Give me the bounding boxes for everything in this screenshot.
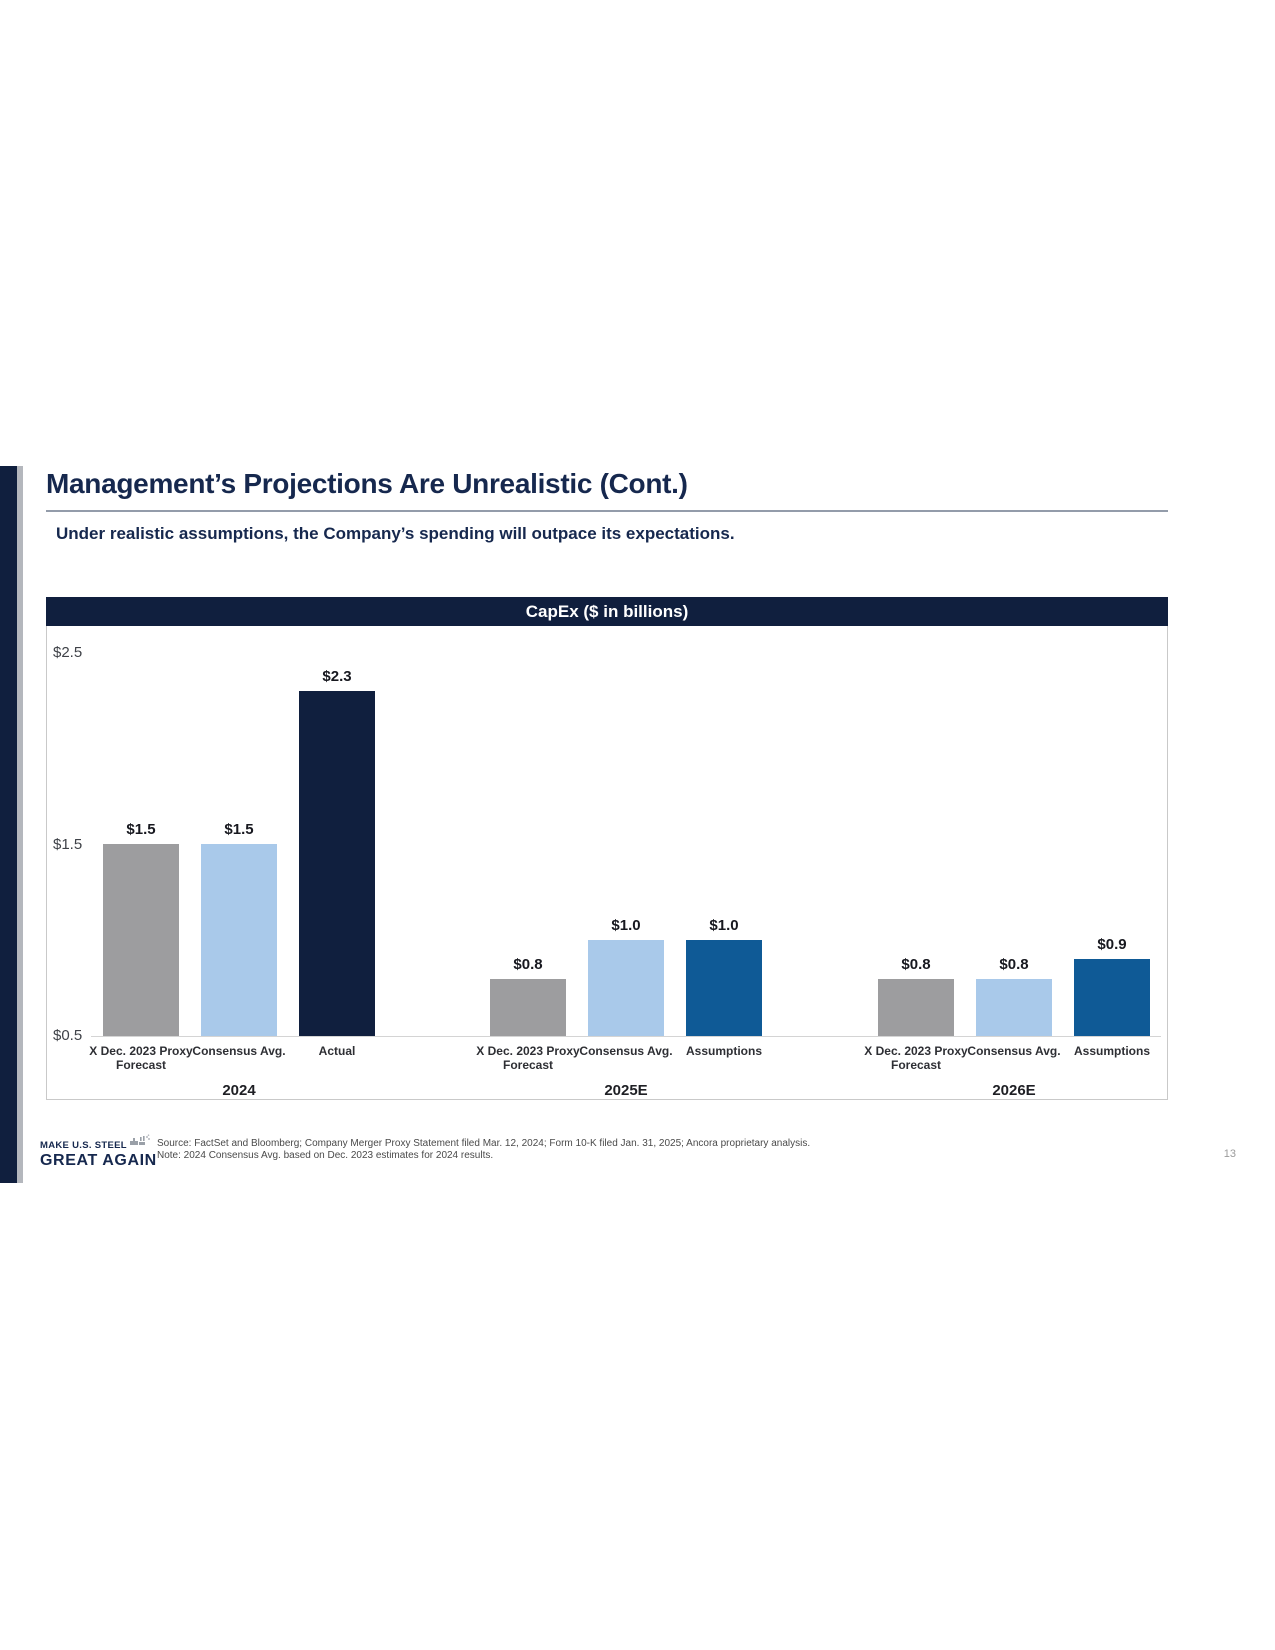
slide-subtitle: Under realistic assumptions, the Company… (56, 524, 735, 543)
bar-category-label: Consensus Avg. (579, 1044, 673, 1058)
bar-value-label: $0.8 (999, 956, 1029, 973)
chart-title: CapEx ($ in billions) (46, 597, 1168, 626)
capex-chart: CapEx ($ in billions) $2.5 $1.5 $0.5 $1.5 X … (46, 597, 1168, 1100)
bar-value-label: $0.8 (901, 956, 931, 973)
chart-bar (686, 940, 762, 1036)
y-axis-tick-label: $1.5 (53, 835, 83, 853)
chart-bar (976, 979, 1052, 1036)
steel-mill-icon (129, 1133, 151, 1151)
bar-value-label: $2.3 (322, 668, 352, 685)
x-axis-baseline (91, 1036, 1161, 1037)
bar-value-label: $1.0 (709, 917, 739, 934)
bar-value-label: $1.5 (224, 821, 254, 838)
y-axis-tick-label: $2.5 (53, 644, 83, 661)
bar-value-label: $0.8 (513, 956, 543, 973)
bar-category-label: Actual (318, 1044, 356, 1058)
logo-text-bottom: GREAT AGAIN (40, 1152, 157, 1169)
chart-plot: $2.5 $1.5 $0.5 $1.5 X Dec. 2023 Proxy Foreca… (47, 626, 1167, 1099)
chart-bar (1074, 959, 1150, 1036)
left-accent-bar (0, 466, 17, 1183)
page-title: Management’s Projections Are Unrealistic… (46, 468, 688, 499)
source-line-1: Source: FactSet and Bloomberg; Company M… (157, 1138, 811, 1149)
bar-category-label: X Dec. 2023 Proxy Forecast (89, 1044, 193, 1072)
source-line-2: Note: 2024 Consensus Avg. based on Dec. … (157, 1150, 494, 1161)
bar-value-label: $1.5 (126, 821, 156, 838)
bar-category-label: Consensus Avg. (967, 1044, 1061, 1058)
group-label: 2024 (222, 1082, 256, 1099)
title-divider (46, 510, 1168, 512)
page-number: 13 (1223, 1148, 1236, 1160)
bar-category-label: Assumptions (685, 1044, 762, 1058)
bar-category-label: X Dec. 2023 Proxy Forecast (864, 1044, 968, 1072)
logo-text-top: MAKE U.S. STEEL (40, 1140, 127, 1151)
ancora-campaign-logo: MAKE U.S. STEEL GREAT AGAIN (40, 1133, 160, 1170)
left-accent-bar-shadow (17, 466, 23, 1183)
bar-value-label: $0.9 (1097, 936, 1127, 953)
y-axis-tick-label: $0.5 (53, 1027, 83, 1044)
group-label: 2025E (604, 1082, 648, 1099)
bar-category-label: X Dec. 2023 Proxy Forecast (476, 1044, 580, 1072)
group-label: 2026E (992, 1082, 1036, 1099)
source-note: Source: FactSet and Bloomberg; Company M… (157, 1138, 957, 1162)
bar-value-label: $1.0 (611, 917, 641, 934)
chart-bar (878, 979, 954, 1036)
slide: Management’s Projections Are Unrealistic… (0, 466, 1275, 1183)
chart-bar (201, 844, 277, 1036)
chart-bar (103, 844, 179, 1036)
chart-bar (299, 691, 375, 1036)
chart-bar (588, 940, 664, 1036)
chart-bar (490, 979, 566, 1036)
bar-category-label: Consensus Avg. (192, 1044, 286, 1058)
bar-category-label: Assumptions (1073, 1044, 1150, 1058)
logo-top-row: MAKE U.S. STEEL (40, 1133, 160, 1151)
